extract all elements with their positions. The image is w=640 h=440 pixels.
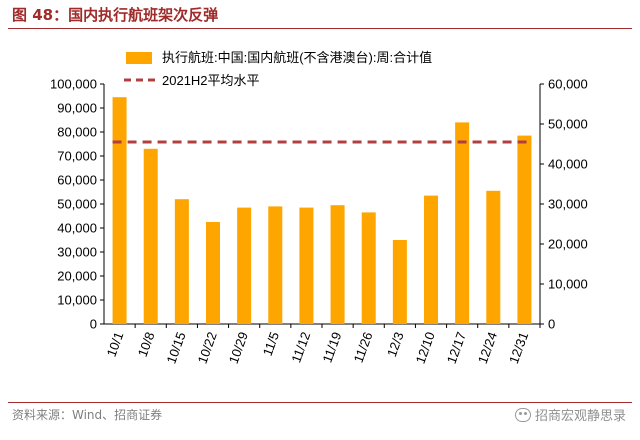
bar	[361, 212, 376, 324]
bar	[455, 122, 470, 325]
y-left-tick-label: 20,000	[57, 269, 97, 284]
bar	[517, 135, 532, 324]
bar	[174, 199, 189, 324]
source-note: 资料来源：Wind、招商证券	[12, 408, 163, 422]
bar	[299, 207, 314, 324]
y-left-tick-label: 0	[90, 317, 97, 332]
y-left-tick-label: 30,000	[57, 245, 97, 260]
legend-bar-label: 执行航班:中国:国内航班(不含港澳台):周:合计值	[162, 50, 432, 65]
tick-labels: 0 10,000 20,000 30,000 40,000 50,000 60,000 70,…	[50, 77, 588, 366]
brand-watermark: 招商宏观静思录	[514, 405, 626, 424]
figure-title: 图 48：国内执行航班架次反弹	[12, 6, 219, 24]
y-right-tick-label: 40,000	[548, 157, 588, 172]
bar	[205, 222, 221, 324]
brand-name: 招商宏观静思录	[534, 409, 626, 424]
x-tick-label: 10/29	[226, 330, 251, 366]
x-tick-label: 11/26	[351, 330, 376, 365]
bar	[112, 97, 127, 324]
y-left-tick-label: 10,000	[57, 293, 97, 308]
x-tick-label: 11/12	[288, 330, 313, 365]
y-left-tick-label: 90,000	[57, 101, 97, 116]
bar	[143, 148, 158, 324]
y-right-tick-label: 10,000	[548, 277, 588, 292]
x-tick-label: 10/22	[195, 330, 220, 366]
bar	[268, 206, 283, 324]
y-left-tick-label: 100,000	[50, 77, 97, 92]
y-left-tick-label: 40,000	[57, 221, 97, 236]
y-right-tick-label: 60,000	[548, 77, 588, 92]
legend-line-label: 2021H2平均水平	[162, 73, 260, 88]
bar	[486, 190, 501, 324]
x-tick-label: 12/17	[444, 330, 469, 366]
x-tick-label: 12/24	[475, 330, 500, 366]
x-tick-label: 10/1	[104, 330, 127, 359]
x-tick-label: 12/10	[413, 330, 438, 366]
bar	[392, 240, 407, 324]
y-left-tick-label: 60,000	[57, 173, 97, 188]
x-tick-label: 11/19	[319, 330, 344, 365]
y-right-tick-label: 50,000	[548, 117, 588, 132]
x-tick-label: 12/3	[384, 330, 407, 359]
bar	[423, 195, 439, 324]
legend-bar-swatch	[126, 52, 152, 64]
y-left-tick-label: 80,000	[57, 125, 97, 140]
wechat-icon	[514, 407, 531, 422]
y-left-tick-label: 70,000	[57, 149, 97, 164]
y-right-tick-label: 30,000	[548, 197, 588, 212]
x-tick-label: 12/31	[506, 330, 531, 366]
bar	[330, 205, 345, 324]
x-tick-label: 11/5	[260, 330, 282, 358]
title-rule	[8, 28, 632, 29]
bars	[112, 97, 532, 325]
legend: 执行航班:中国:国内航班(不含港澳台):周:合计值 2021H2平均水平	[124, 50, 432, 88]
y-right-tick-label: 20,000	[548, 237, 588, 252]
axes	[100, 83, 544, 328]
y-left-tick-label: 50,000	[57, 197, 97, 212]
footer-rule	[8, 402, 632, 403]
x-tick-label: 10/8	[135, 330, 158, 359]
bar	[237, 207, 252, 324]
x-tick-label: 10/15	[163, 330, 188, 366]
y-right-tick-label: 0	[548, 317, 555, 332]
